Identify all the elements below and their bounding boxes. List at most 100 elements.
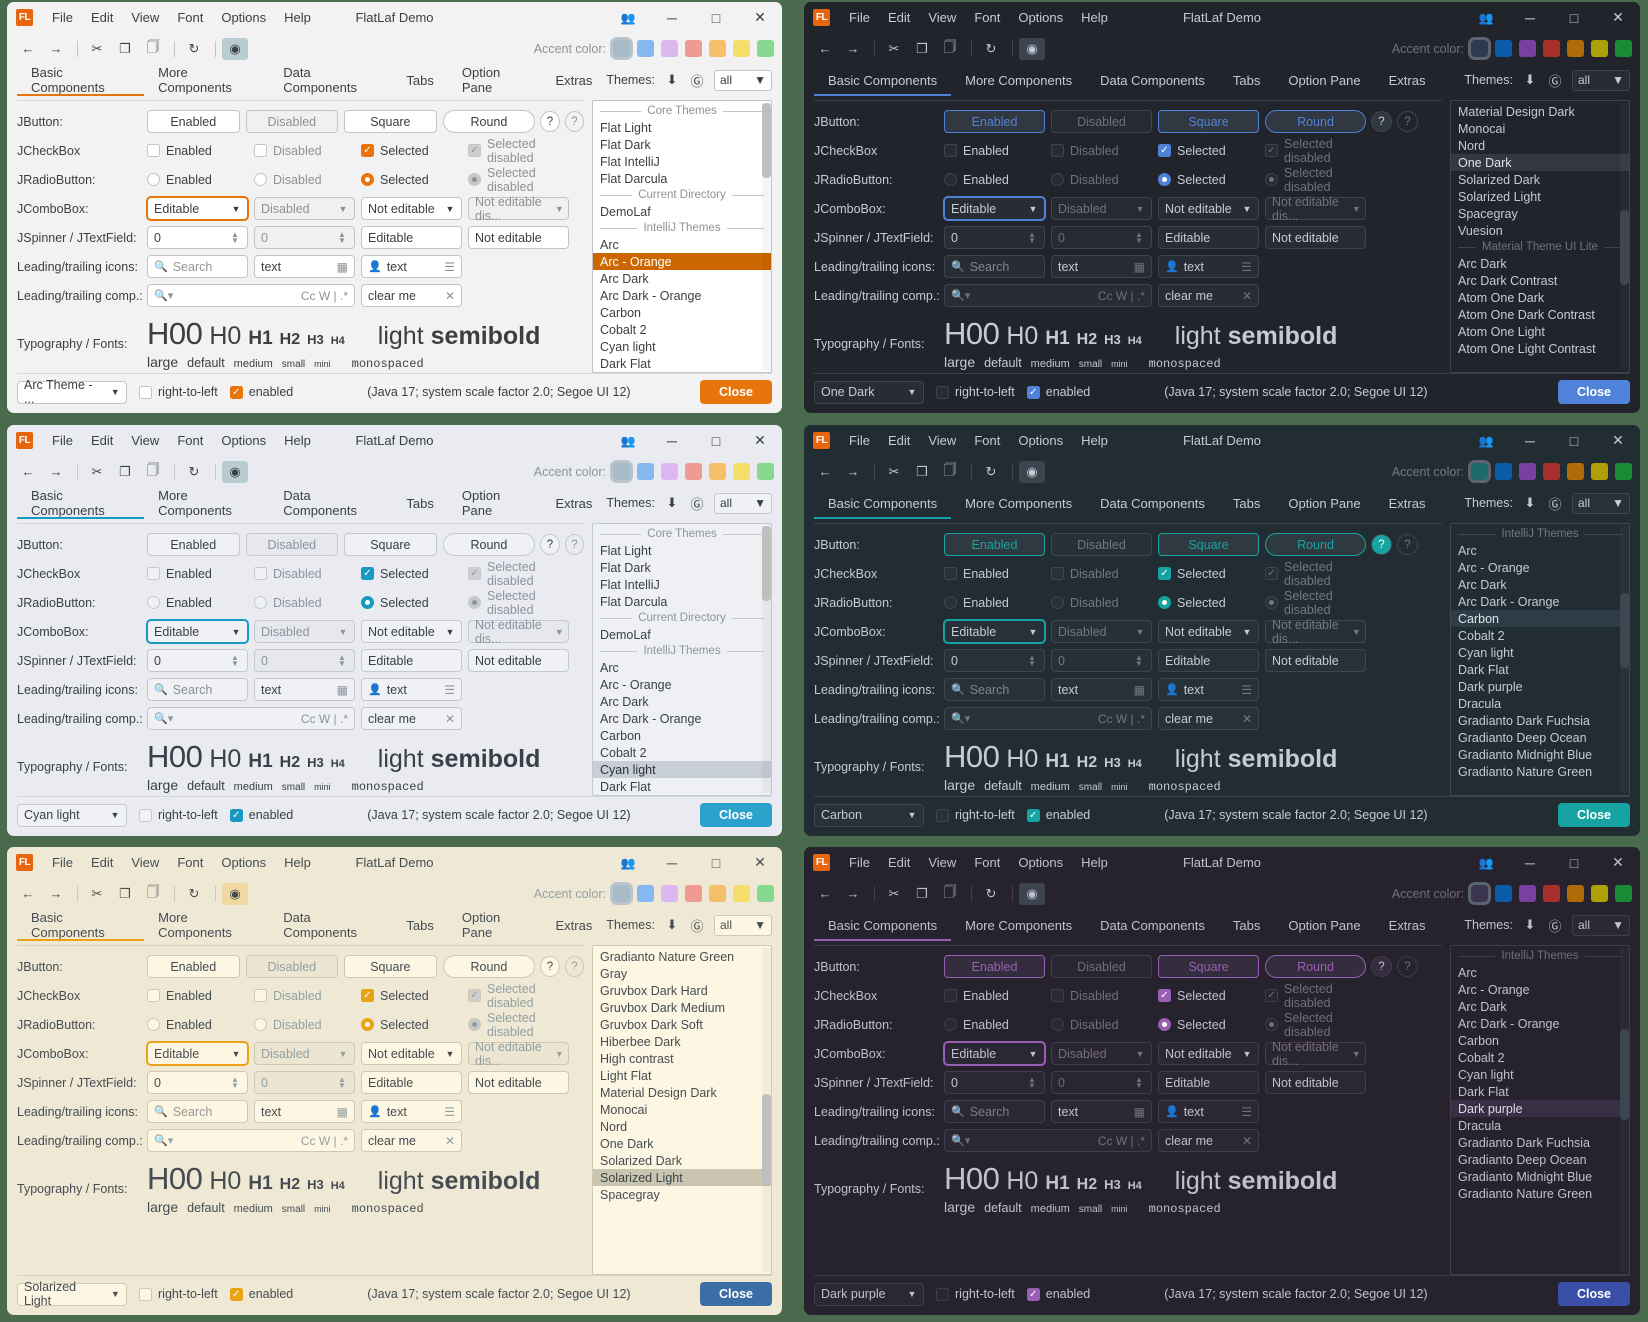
radio-3[interactable]: Selected disabled	[468, 589, 569, 617]
copy-icon[interactable]: ❐	[119, 463, 131, 479]
enabled-checkbox[interactable]: ✓ enabled	[229, 385, 293, 399]
checkbox-1[interactable]: Disabled	[254, 144, 355, 158]
tab-option-pane[interactable]: Option Pane	[461, 488, 501, 518]
paste-icon[interactable]: 🗍	[146, 461, 160, 477]
radio-1[interactable]: Disabled	[1051, 1018, 1152, 1032]
radio-2[interactable]: Selected	[1158, 596, 1259, 610]
calendar-icon[interactable]: ▦	[336, 259, 348, 274]
back-arrow-icon[interactable]: ←	[818, 464, 832, 479]
tab-data-components[interactable]: Data Components	[1100, 72, 1205, 88]
back-arrow-icon[interactable]: ←	[21, 464, 35, 479]
spinner-field-2[interactable]: Editable	[1158, 226, 1259, 249]
people-icon[interactable]: 👥	[620, 855, 636, 870]
menu-item-view[interactable]: View	[928, 855, 957, 870]
checkbox-0[interactable]: Enabled	[147, 567, 248, 581]
tab-tabs[interactable]: Tabs	[406, 72, 434, 88]
spinner-field-0[interactable]: 0 ▲ ▼	[944, 1071, 1045, 1094]
refresh-icon[interactable]: ↻	[188, 463, 200, 479]
accent-swatch-5[interactable]	[733, 885, 750, 902]
calendar-icon[interactable]: ▦	[336, 682, 348, 697]
accent-swatch-5[interactable]	[1591, 885, 1608, 902]
theme-list-item[interactable]: Cyan light	[1458, 645, 1514, 660]
clear-x-icon[interactable]: ✕	[444, 288, 455, 303]
theme-list-item[interactable]: Arc Dark - Orange	[600, 288, 702, 303]
spinner-field-1[interactable]: 0 ▲ ▼	[254, 649, 355, 672]
eye-icon[interactable]: ◉	[222, 460, 248, 483]
theme-list-item[interactable]: Monocai	[600, 1102, 648, 1117]
search-input[interactable]: 🔍 Search	[147, 678, 248, 701]
text-input-calendar[interactable]: text ▦	[1051, 1100, 1152, 1123]
text-input-user[interactable]: 👤 text ☰	[361, 255, 462, 278]
theme-list-item[interactable]: Gradianto Deep Ocean	[1458, 730, 1587, 745]
theme-list-item[interactable]: Gruvbox Dark Medium	[600, 1000, 726, 1015]
download-icon[interactable]: ⬇	[1524, 495, 1536, 510]
clear-x-icon[interactable]: ✕	[1241, 711, 1252, 726]
theme-list-item[interactable]: DemoLaf	[600, 627, 651, 642]
theme-list[interactable]: Material Design Dark Monocai Nord One Dark S…	[1450, 100, 1630, 373]
back-arrow-icon[interactable]: ←	[21, 41, 35, 56]
cut-icon[interactable]: ✂	[91, 463, 103, 479]
tab-basic-components[interactable]: Basic Components	[17, 909, 145, 941]
spinner-arrows-0[interactable]: ▲ ▼	[231, 229, 239, 245]
right-to-left-checkbox[interactable]: right-to-left	[936, 1287, 1015, 1301]
cut-icon[interactable]: ✂	[91, 40, 103, 56]
radio-3[interactable]: Selected disabled	[1265, 1011, 1366, 1039]
combobox-2[interactable]: Not editable ▼	[361, 1042, 462, 1065]
help-outline-icon[interactable]: ?	[564, 956, 584, 977]
close-dialog-button[interactable]: Close	[1558, 380, 1630, 404]
accent-swatch-2[interactable]	[1519, 463, 1536, 480]
theme-list-item[interactable]: Gradianto Midnight Blue	[1458, 747, 1593, 762]
eye-icon[interactable]: ◉	[222, 37, 248, 60]
search-dropdown-input[interactable]: 🔍▾ Cc W | .*	[147, 1129, 355, 1152]
menu-item-edit[interactable]: Edit	[887, 855, 911, 870]
clear-me-input[interactable]: clear me ✕	[361, 284, 462, 307]
menu-item-file[interactable]: File	[849, 855, 870, 870]
theme-list-item[interactable]: Arc Dark Contrast	[1458, 273, 1558, 288]
menu-item-options[interactable]: Options	[221, 855, 267, 870]
button-disabled[interactable]: Disabled	[245, 955, 339, 978]
menu-item-help[interactable]: Help	[1081, 10, 1108, 25]
tab-tabs[interactable]: Tabs	[1232, 917, 1261, 933]
theme-list-item[interactable]: Cyan light	[593, 761, 771, 778]
tab-option-pane[interactable]: Option Pane	[1288, 495, 1361, 511]
theme-list[interactable]: Core Themes Flat Light Flat Dark Flat Intel…	[592, 100, 772, 373]
minimize-button[interactable]: ─	[1525, 9, 1535, 26]
accent-swatch-0[interactable]	[613, 40, 630, 57]
list-icon[interactable]: ☰	[1241, 1104, 1252, 1119]
theme-list-item[interactable]: Flat Dark	[600, 137, 651, 152]
theme-list-item[interactable]: Carbon	[600, 305, 641, 320]
theme-list-item[interactable]: Arc Dark	[1458, 577, 1507, 592]
button-round[interactable]: Round	[1265, 110, 1366, 133]
checkbox-2[interactable]: ✓ Selected	[1158, 144, 1259, 158]
accent-swatch-6[interactable]	[1615, 885, 1632, 902]
list-icon[interactable]: ☰	[444, 259, 455, 274]
accent-swatch-6[interactable]	[757, 40, 774, 57]
radio-2[interactable]: Selected	[361, 173, 462, 187]
calendar-icon[interactable]: ▦	[336, 1104, 348, 1119]
accent-swatch-0[interactable]	[613, 885, 630, 902]
forward-arrow-icon[interactable]: →	[49, 41, 63, 56]
theme-list[interactable]: Gradianto Nature Green Gray Gruvbox Dark H…	[592, 945, 772, 1275]
menu-item-file[interactable]: File	[52, 433, 73, 448]
menu-item-view[interactable]: View	[131, 855, 160, 870]
radio-3[interactable]: Selected disabled	[1265, 166, 1366, 194]
enabled-checkbox[interactable]: ✓ enabled	[1026, 1287, 1090, 1301]
github-icon[interactable]: Ⓖ	[690, 918, 704, 934]
combobox-0[interactable]: Editable ▼	[944, 1042, 1045, 1065]
button-disabled[interactable]: Disabled	[245, 110, 339, 133]
radio-1[interactable]: Disabled	[254, 596, 355, 610]
calendar-icon[interactable]: ▦	[1133, 682, 1145, 697]
combobox-0[interactable]: Editable ▼	[944, 197, 1045, 220]
theme-list-item[interactable]: Flat IntelliJ	[600, 154, 660, 169]
radio-0[interactable]: Enabled	[944, 173, 1045, 187]
tab-tabs[interactable]: Tabs	[406, 495, 434, 511]
search-dropdown-input[interactable]: 🔍▾ Cc W | .*	[944, 1129, 1152, 1152]
menu-item-options[interactable]: Options	[1018, 855, 1064, 870]
theme-list-item[interactable]: Arc	[1458, 543, 1477, 558]
accent-swatch-6[interactable]	[757, 463, 774, 480]
theme-list-item[interactable]: Dracula	[1458, 696, 1502, 711]
menu-item-edit[interactable]: Edit	[90, 855, 114, 870]
menu-item-font[interactable]: Font	[177, 10, 204, 25]
maximize-button[interactable]: □	[711, 432, 721, 449]
spinner-field-3[interactable]: Not editable	[1265, 649, 1366, 672]
